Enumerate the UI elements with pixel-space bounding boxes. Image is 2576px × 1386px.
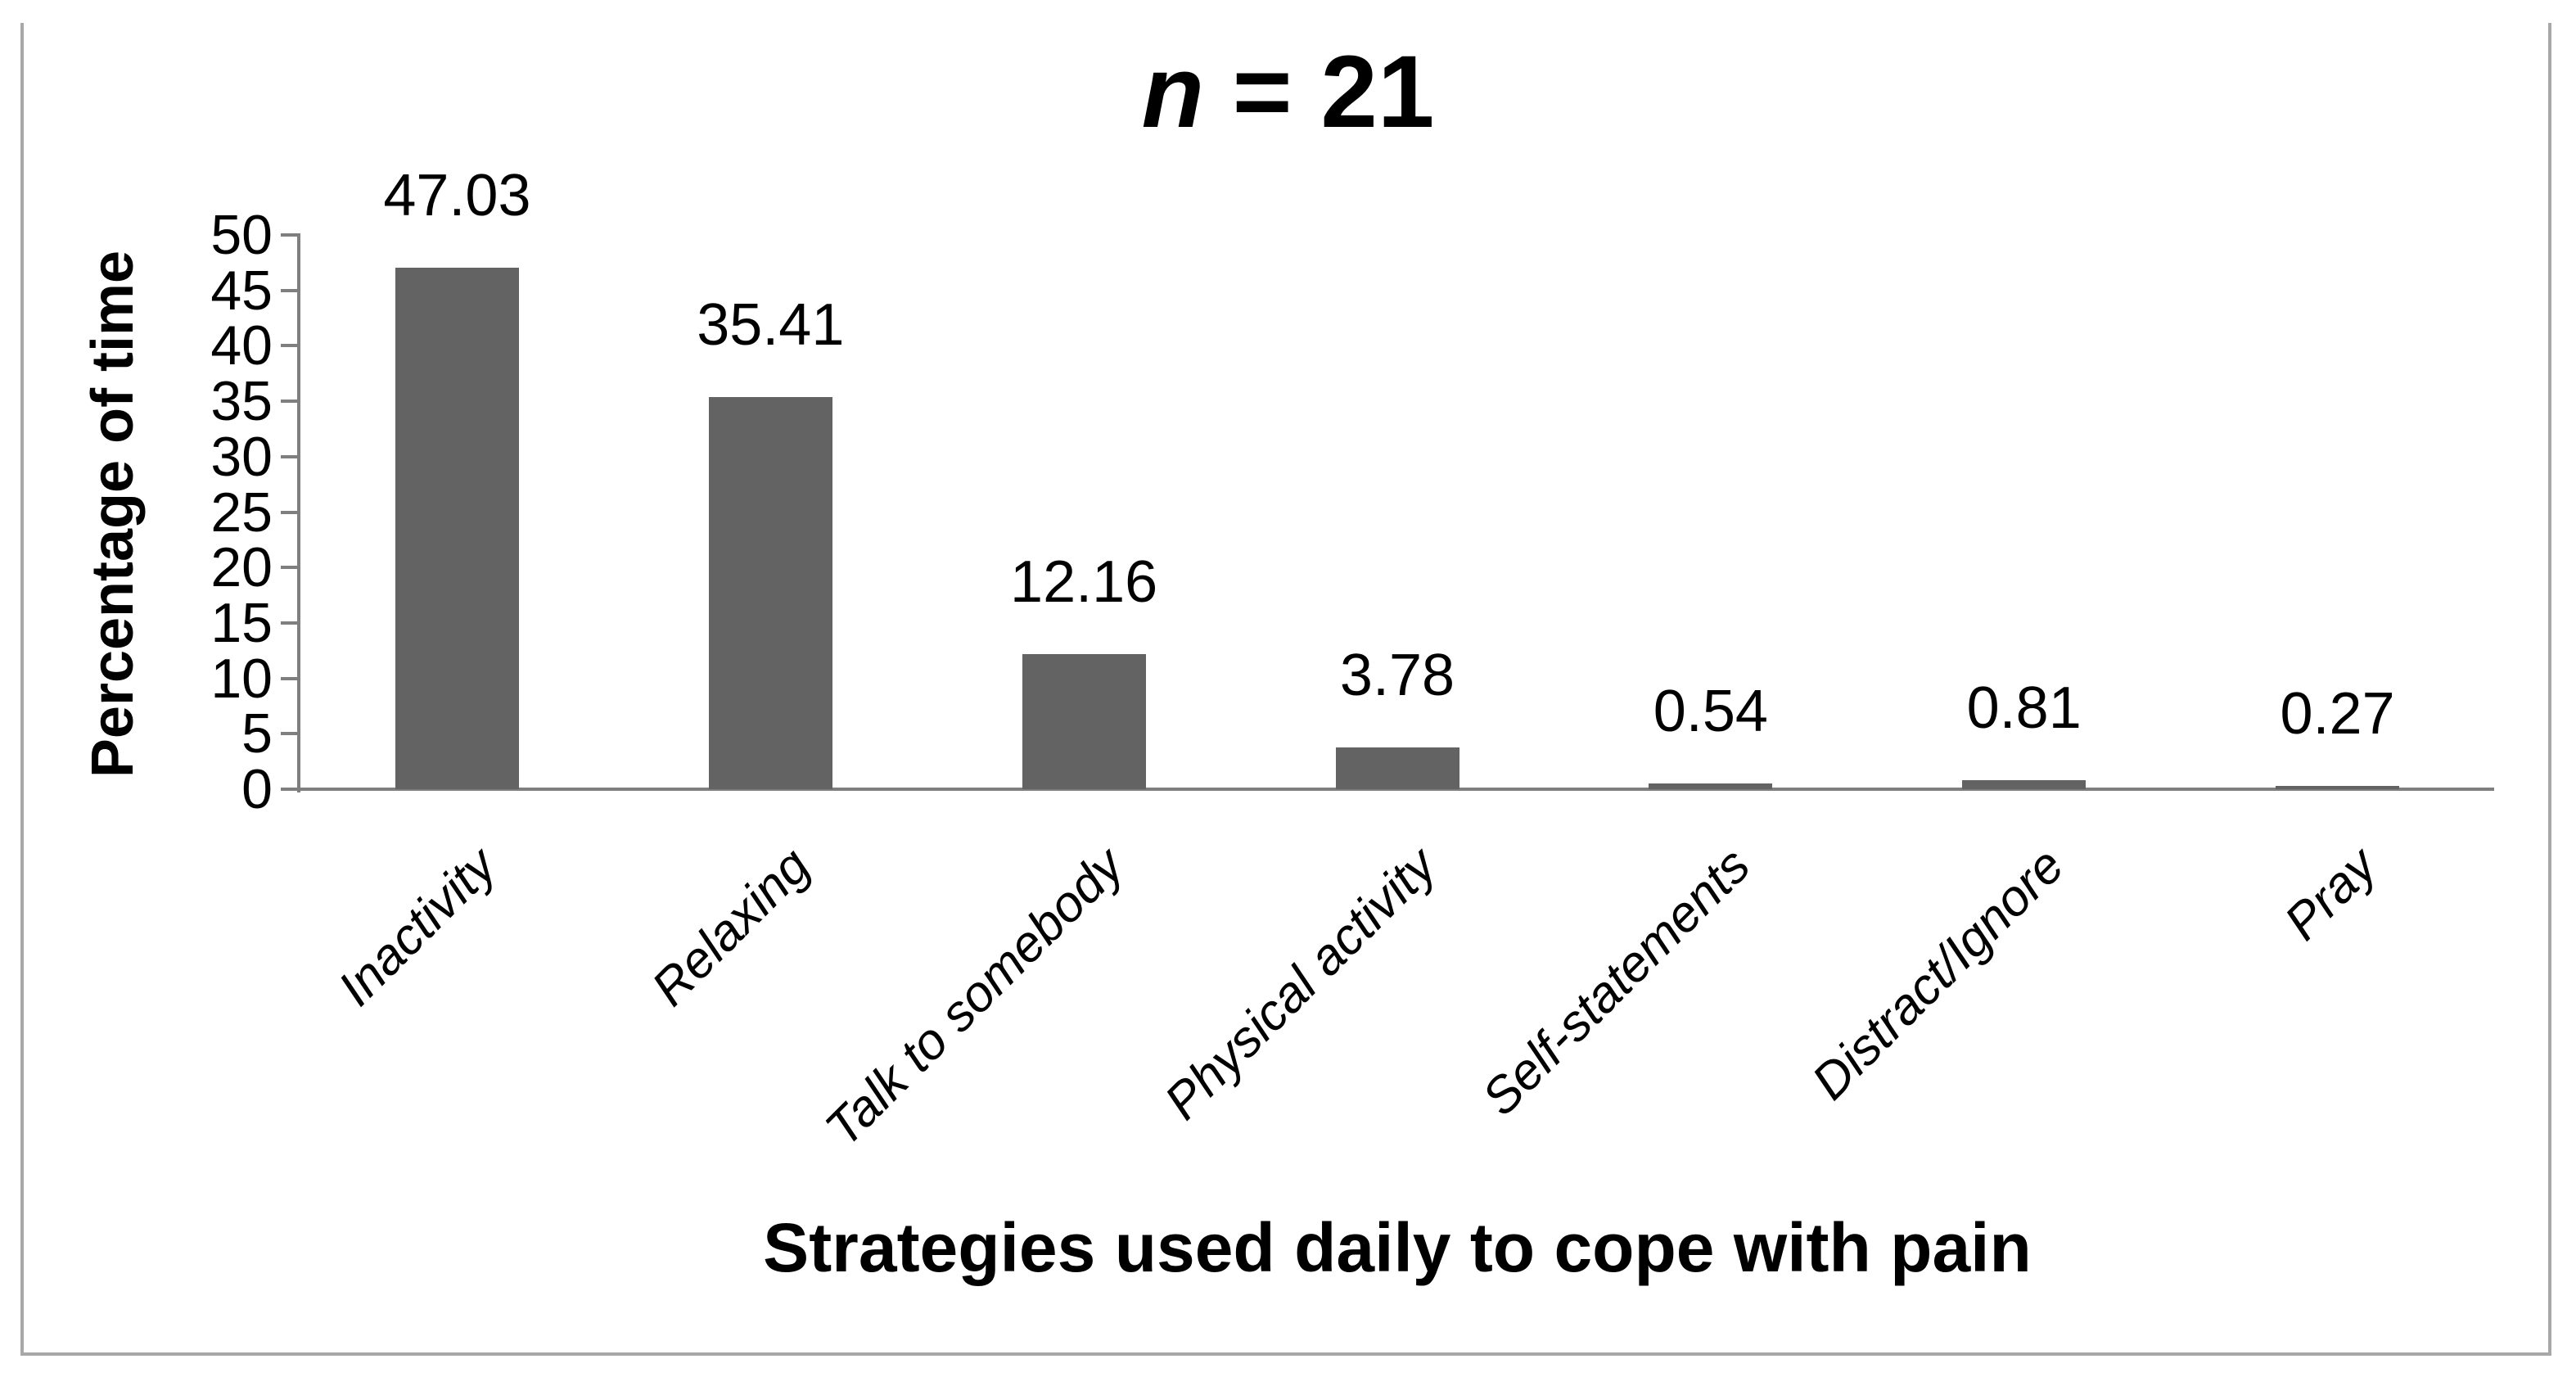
value-label-0: 47.03 — [383, 163, 531, 229]
value-label-2: 12.16 — [1010, 549, 1158, 616]
y-tick-label-50: 50 — [210, 204, 273, 266]
chart-title: n = 21 — [0, 39, 2576, 146]
y-tick-mark-5 — [281, 732, 300, 736]
x-axis-title: Strategies used daily to cope with pain — [763, 1209, 2032, 1286]
value-label-6: 0.27 — [2280, 681, 2395, 747]
y-tick-label-30: 30 — [210, 425, 273, 488]
chart-title-rest: = 21 — [1232, 35, 1435, 149]
bar-6 — [2276, 786, 2400, 789]
y-tick-mark-10 — [281, 676, 300, 680]
value-label-5: 0.81 — [1966, 675, 2082, 742]
value-label-3: 3.78 — [1339, 642, 1455, 708]
x-axis-line — [297, 788, 2494, 791]
bar-2 — [1022, 654, 1146, 789]
bar-0 — [395, 268, 519, 789]
chart-title-variable: n — [1141, 35, 1204, 149]
value-label-4: 0.54 — [1653, 678, 1768, 744]
y-tick-mark-15 — [281, 621, 300, 625]
y-tick-label-10: 10 — [210, 647, 273, 710]
y-tick-label-20: 20 — [210, 536, 273, 599]
y-tick-mark-40 — [281, 344, 300, 348]
value-label-1: 35.41 — [697, 291, 845, 358]
y-tick-label-5: 5 — [241, 702, 273, 765]
bar-1 — [708, 396, 832, 789]
bar-4 — [1649, 783, 1773, 789]
bar-3 — [1335, 747, 1459, 789]
y-tick-mark-20 — [281, 566, 300, 570]
y-tick-mark-0 — [281, 788, 300, 791]
y-tick-mark-25 — [281, 510, 300, 514]
y-tick-label-15: 15 — [210, 591, 273, 654]
y-tick-label-0: 0 — [241, 758, 273, 820]
y-tick-mark-45 — [281, 288, 300, 292]
y-tick-label-40: 40 — [210, 314, 273, 377]
y-tick-label-25: 25 — [210, 481, 273, 544]
y-tick-mark-50 — [281, 233, 300, 237]
bar-5 — [1962, 780, 2087, 789]
chart-border — [20, 23, 2551, 1356]
y-tick-mark-35 — [281, 400, 300, 404]
y-tick-mark-30 — [281, 454, 300, 458]
y-tick-label-35: 35 — [210, 370, 273, 433]
y-axis-line — [297, 235, 300, 792]
y-tick-label-45: 45 — [210, 259, 273, 322]
